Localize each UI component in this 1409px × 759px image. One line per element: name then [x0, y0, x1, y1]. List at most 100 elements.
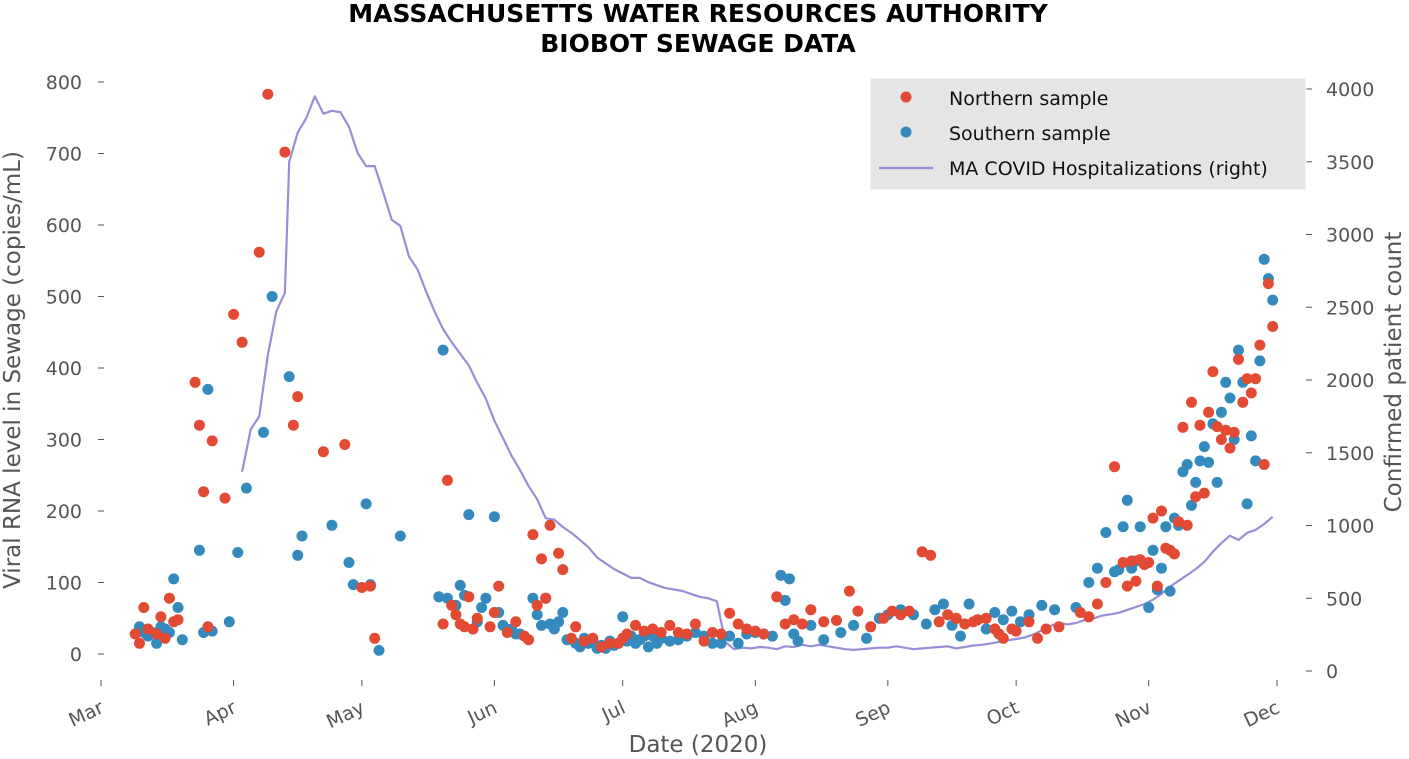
- northern-sample-point: [172, 614, 184, 626]
- southern-sample-point: [536, 619, 547, 631]
- northern-sample-point: [1207, 366, 1219, 378]
- northern-sample-point: [151, 628, 163, 640]
- southern-sample-point: [1224, 392, 1236, 404]
- southern-sample-point: [1156, 562, 1167, 574]
- southern-sample-point: [997, 614, 1009, 626]
- northern-sample-point: [1083, 611, 1095, 623]
- northern-sample-point: [664, 619, 676, 631]
- northern-sample-point: [142, 623, 154, 635]
- legend-label-southern: Southern sample: [949, 123, 1111, 145]
- southern-sample-point: [1164, 585, 1176, 597]
- northern-sample-point: [1198, 487, 1210, 499]
- northern-sample-point: [1233, 353, 1244, 365]
- y-axis-left-ticks: 0 100 200 300 400 500 600 700 800: [46, 72, 104, 666]
- southern-sample-point: [232, 547, 244, 558]
- southern-sample-point: [848, 619, 860, 631]
- northern-sample-point: [553, 547, 565, 559]
- southern-sample-point: [176, 634, 188, 646]
- northern-sample-point: [788, 614, 800, 626]
- southern-sample-point: [980, 623, 992, 635]
- x-tick-label: Jun: [463, 697, 500, 730]
- chart-title-line-1: MASSACHUSETTS WATER RESOURCES AUTHORITY: [348, 0, 1048, 28]
- legend-label-hospitalizations: MA COVID Hospitalizations (right): [949, 158, 1268, 180]
- series-hospitalizations: [241, 95, 1274, 652]
- y-tick-label: 300: [46, 430, 82, 452]
- southern-sample-point: [1117, 521, 1129, 533]
- northern-sample-point: [621, 628, 633, 640]
- y-axis-right-ticks: 0 500 1000 1500 2000 2500 3000 3500 4000: [1306, 79, 1374, 683]
- southern-sample-point: [240, 482, 252, 494]
- northern-sample-point: [1267, 321, 1279, 332]
- southern-sample-point: [664, 635, 676, 647]
- northern-sample-point: [1194, 419, 1206, 431]
- northern-sample-point: [536, 553, 547, 565]
- northern-sample-point: [831, 614, 842, 626]
- northern-sample-point: [578, 635, 590, 647]
- northern-sample-point: [219, 492, 231, 504]
- southern-sample-point: [1100, 527, 1112, 538]
- chart-title-line-2: BIOBOT SEWAGE DATA: [540, 29, 856, 58]
- southern-sample-point: [172, 602, 184, 613]
- y-tick-label: 500: [46, 287, 82, 309]
- southern-sample-point: [1233, 344, 1244, 356]
- northern-sample-point: [779, 618, 791, 630]
- northern-sample-point: [287, 419, 299, 431]
- southern-sample-point: [283, 371, 295, 383]
- northern-sample-point: [193, 419, 205, 431]
- northern-sample-point: [587, 632, 599, 644]
- southern-sample-point: [689, 627, 701, 638]
- northern-sample-point: [749, 625, 761, 637]
- northern-sample-point: [933, 616, 945, 628]
- northern-sample-point: [544, 519, 556, 531]
- northern-sample-point: [565, 632, 577, 644]
- southern-sample-point: [929, 604, 941, 616]
- x-tick-label: May: [323, 697, 368, 734]
- southern-sample-point: [835, 627, 847, 638]
- northern-sample-point: [1228, 426, 1240, 438]
- southern-sample-point: [1267, 294, 1279, 306]
- y2-tick-label: 2000: [1326, 370, 1374, 392]
- northern-sample-point: [369, 632, 381, 644]
- northern-sample-point: [878, 612, 890, 624]
- x-tick-label: Mar: [65, 697, 107, 732]
- southern-sample-point: [920, 618, 932, 630]
- southern-sample-point: [1190, 476, 1202, 488]
- x-tick-label: Aug: [718, 697, 761, 733]
- northern-sample-point: [630, 619, 641, 631]
- northern-sample-point: [796, 618, 808, 630]
- southern-sample-point: [202, 383, 214, 395]
- northern-sample-point: [1121, 580, 1133, 592]
- northern-sample-point: [262, 88, 274, 100]
- southern-sample-point: [557, 607, 569, 618]
- northern-sample-point: [732, 618, 744, 630]
- northern-sample-point: [557, 564, 569, 576]
- northern-sample-point: [1220, 424, 1232, 436]
- southern-sample-point: [1006, 605, 1018, 617]
- southern-sample-point: [1121, 494, 1133, 506]
- southern-sample-point: [642, 641, 654, 653]
- northern-sample-point: [198, 486, 210, 498]
- northern-sample-point: [865, 621, 877, 633]
- legend-marker-southern: [900, 126, 912, 138]
- northern-sample-point: [1130, 575, 1142, 587]
- southern-sample-point: [168, 573, 180, 585]
- northern-sample-point: [771, 591, 783, 603]
- y-tick-label: 700: [46, 144, 82, 166]
- northern-sample-point: [1074, 607, 1086, 618]
- southern-sample-point: [1160, 521, 1172, 533]
- southern-sample-point: [1203, 456, 1215, 468]
- southern-sample-point: [1014, 616, 1026, 628]
- southern-sample-point: [1083, 577, 1095, 588]
- y2-tick-label: 4000: [1326, 79, 1374, 101]
- y-tick-label: 100: [46, 573, 82, 595]
- y2-tick-label: 2500: [1326, 297, 1374, 319]
- southern-sample-point: [861, 632, 872, 644]
- southern-sample-point: [1091, 562, 1103, 574]
- northern-sample-point: [1168, 548, 1180, 560]
- northern-sample-point: [886, 605, 898, 617]
- northern-sample-point: [463, 591, 475, 603]
- y-tick-label: 800: [46, 72, 82, 94]
- northern-sample-point: [707, 627, 718, 638]
- x-axis-ticks: Mar Apr May Jun Jul Aug Sep Oct Nov Dec: [65, 680, 1283, 733]
